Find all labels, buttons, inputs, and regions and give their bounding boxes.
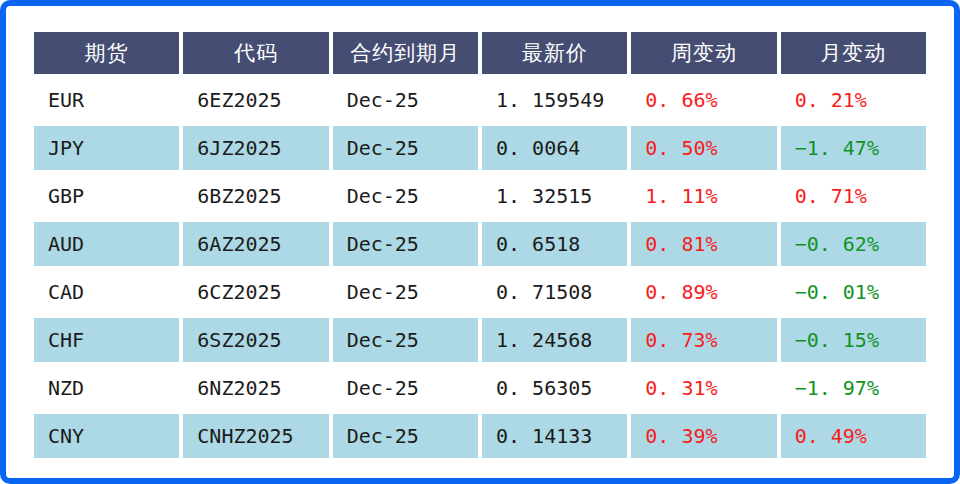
cell-month-change: −0. 15% — [781, 318, 926, 362]
cell-future: GBP — [34, 174, 179, 218]
cell-expiry: Dec-25 — [333, 174, 478, 218]
cell-week-change: 0. 89% — [631, 270, 776, 314]
col-header-last-price: 最新价 — [482, 32, 627, 74]
cell-future: JPY — [34, 126, 179, 170]
table-row: GBP 6BZ2025 Dec-25 1. 32515 1. 11% 0. 71… — [34, 174, 926, 218]
table-row: AUD 6AZ2025 Dec-25 0. 6518 0. 81% −0. 62… — [34, 222, 926, 266]
col-header-month-change: 月变动 — [781, 32, 926, 74]
table-row: EUR 6EZ2025 Dec-25 1. 159549 0. 66% 0. 2… — [34, 78, 926, 122]
cell-code: 6JZ2025 — [183, 126, 328, 170]
cell-price: 0. 71508 — [482, 270, 627, 314]
cell-week-change: 1. 11% — [631, 174, 776, 218]
cell-month-change: 0. 49% — [781, 414, 926, 458]
cell-price: 1. 24568 — [482, 318, 627, 362]
cell-month-change: 0. 21% — [781, 78, 926, 122]
table-row: JPY 6JZ2025 Dec-25 0. 0064 0. 50% −1. 47… — [34, 126, 926, 170]
cell-week-change: 0. 81% — [631, 222, 776, 266]
col-header-expiry-month: 合约到期月 — [333, 32, 478, 74]
cell-code: 6SZ2025 — [183, 318, 328, 362]
cell-code: CNHZ2025 — [183, 414, 328, 458]
table-row: CNY CNHZ2025 Dec-25 0. 14133 0. 39% 0. 4… — [34, 414, 926, 458]
cell-expiry: Dec-25 — [333, 414, 478, 458]
cell-price: 0. 14133 — [482, 414, 627, 458]
cell-price: 0. 56305 — [482, 366, 627, 410]
header-row: 期货 代码 合约到期月 最新价 周变动 月变动 — [34, 32, 926, 74]
cell-future: NZD — [34, 366, 179, 410]
cell-price: 1. 32515 — [482, 174, 627, 218]
cell-week-change: 0. 50% — [631, 126, 776, 170]
cell-month-change: −1. 97% — [781, 366, 926, 410]
cell-future: AUD — [34, 222, 179, 266]
cell-expiry: Dec-25 — [333, 78, 478, 122]
cell-month-change: −0. 62% — [781, 222, 926, 266]
cell-price: 0. 6518 — [482, 222, 627, 266]
cell-expiry: Dec-25 — [333, 222, 478, 266]
cell-expiry: Dec-25 — [333, 366, 478, 410]
cell-month-change: −1. 47% — [781, 126, 926, 170]
currency-futures-table: 期货 代码 合约到期月 最新价 周变动 月变动 EUR 6EZ2025 Dec-… — [30, 28, 930, 462]
cell-price: 0. 0064 — [482, 126, 627, 170]
cell-price: 1. 159549 — [482, 78, 627, 122]
col-header-week-change: 周变动 — [631, 32, 776, 74]
cell-week-change: 0. 31% — [631, 366, 776, 410]
col-header-futures: 期货 — [34, 32, 179, 74]
cell-code: 6BZ2025 — [183, 174, 328, 218]
cell-future: CHF — [34, 318, 179, 362]
cell-week-change: 0. 66% — [631, 78, 776, 122]
col-header-code: 代码 — [183, 32, 328, 74]
cell-week-change: 0. 39% — [631, 414, 776, 458]
cell-future: CAD — [34, 270, 179, 314]
cell-month-change: −0. 01% — [781, 270, 926, 314]
table-row: NZD 6NZ2025 Dec-25 0. 56305 0. 31% −1. 9… — [34, 366, 926, 410]
futures-table-card: 期货 代码 合约到期月 最新价 周变动 月变动 EUR 6EZ2025 Dec-… — [6, 6, 954, 462]
cell-code: 6EZ2025 — [183, 78, 328, 122]
cell-future: EUR — [34, 78, 179, 122]
cell-week-change: 0. 73% — [631, 318, 776, 362]
cell-code: 6NZ2025 — [183, 366, 328, 410]
table-row: CAD 6CZ2025 Dec-25 0. 71508 0. 89% −0. 0… — [34, 270, 926, 314]
cell-expiry: Dec-25 — [333, 318, 478, 362]
cell-expiry: Dec-25 — [333, 126, 478, 170]
cell-expiry: Dec-25 — [333, 270, 478, 314]
table-row: CHF 6SZ2025 Dec-25 1. 24568 0. 73% −0. 1… — [34, 318, 926, 362]
cell-month-change: 0. 71% — [781, 174, 926, 218]
cell-code: 6CZ2025 — [183, 270, 328, 314]
cell-future: CNY — [34, 414, 179, 458]
cell-code: 6AZ2025 — [183, 222, 328, 266]
